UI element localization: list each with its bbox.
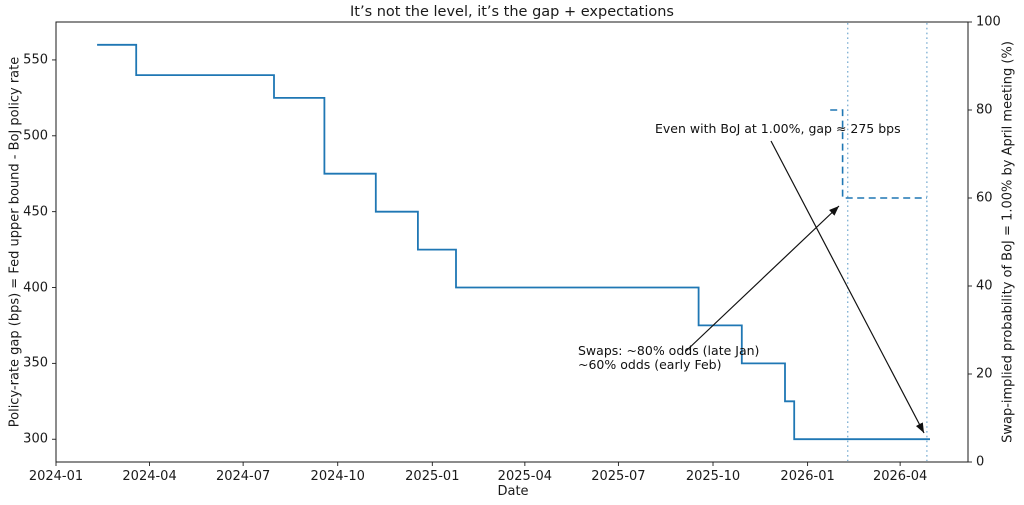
chart-title: It’s not the level, it’s the gap + expec… — [350, 4, 674, 20]
swap-implied-probability-line — [830, 109, 927, 199]
left-y-tick-350: 350 — [23, 355, 48, 371]
right-y-tick-0: 0 — [976, 454, 985, 470]
x-tick-2024-10: 2024-10 — [310, 469, 365, 484]
x-tick-2025-07: 2025-07 — [591, 469, 646, 484]
left-y-tick-450: 450 — [23, 204, 48, 220]
x-tick-2026-01: 2026-01 — [780, 469, 835, 484]
swaps-annotation-line2: ~60% odds (early Feb) — [578, 357, 722, 372]
right-y-tick-100: 100 — [976, 14, 1001, 30]
x-tick-2024-07: 2024-07 — [215, 469, 271, 484]
swaps-annotation-arrow — [685, 205, 840, 352]
x-axis-label: Date — [497, 484, 529, 499]
annotation-arrows — [685, 140, 925, 434]
left-y-tick-300: 300 — [23, 431, 48, 447]
x-tick-2025-04: 2025-04 — [497, 469, 553, 484]
x-tick-2025-10: 2025-10 — [685, 469, 741, 484]
gap-annotation-arrow — [770, 140, 925, 434]
right-y-tick-20: 20 — [976, 366, 993, 382]
axis-ticks — [52, 21, 972, 466]
x-tick-2025-01: 2025-01 — [405, 469, 460, 484]
plot-border — [55, 21, 969, 463]
right-y-tick-40: 40 — [976, 278, 993, 294]
swaps-annotation-line1: Swaps: ~80% odds (late Jan) — [578, 343, 760, 358]
left-y-tick-400: 400 — [23, 280, 48, 296]
gap-annotation-text: Even with BoJ at 1.00%, gap ≈ 275 bps — [655, 121, 901, 136]
x-tick-2024-01: 2024-01 — [28, 469, 84, 484]
left-y-tick-500: 500 — [23, 128, 48, 144]
right-y-tick-60: 60 — [976, 190, 993, 206]
x-tick-2024-04: 2024-04 — [122, 469, 177, 484]
left-y-axis-label: Policy-rate gap (bps) = Fed upper bound … — [7, 56, 23, 428]
left-y-tick-550: 550 — [23, 52, 48, 68]
x-tick-2026-04: 2026-04 — [872, 469, 928, 484]
right-y-tick-80: 80 — [976, 102, 993, 118]
swaps-annotation-text: Swaps: ~80% odds (late Jan) ~60% odds (e… — [578, 344, 759, 372]
policy-rate-gap-line — [97, 43, 930, 441]
right-y-axis-label: Swap-implied probability of BoJ = 1.00% … — [1000, 41, 1016, 443]
data-series — [97, 43, 930, 441]
vertical-marker-lines — [847, 23, 928, 461]
